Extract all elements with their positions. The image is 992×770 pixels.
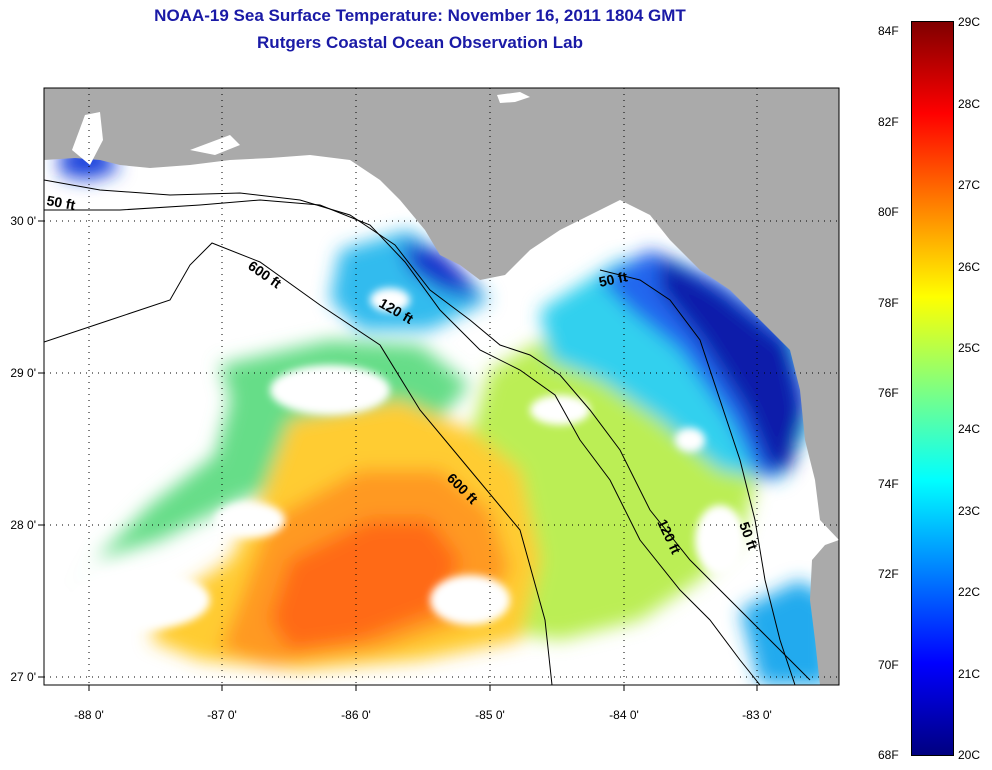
colorbar-f-label: 84F (878, 24, 899, 38)
colorbar-c-label: 24C (958, 422, 981, 436)
land-mass-south (810, 540, 839, 685)
lat-tick-label: 27 0' (10, 670, 36, 684)
colorbar-c-label: 26C (958, 260, 981, 274)
lat-tick-label: 28 0' (10, 518, 36, 532)
colorbar-f-label: 78F (878, 296, 899, 310)
colorbar-c-label: 29C (958, 15, 981, 29)
colorbar-f-label: 76F (878, 386, 899, 400)
lon-tick-label: -83 0' (742, 708, 772, 722)
lat-tick-label: 29 0' (10, 366, 36, 380)
contour-label: 50 ft (597, 268, 629, 290)
colorbar-f-label: 80F (878, 205, 899, 219)
plot-frame (43, 87, 840, 686)
tick-marks (38, 220, 758, 691)
lon-tick-label: -86 0' (341, 708, 371, 722)
lat-lon-grid (44, 88, 839, 685)
colorbar-f-label: 70F (878, 658, 899, 672)
lon-tick-label: -84 0' (609, 708, 639, 722)
bathymetry-contours (44, 179, 811, 685)
colorbar-c-label: 25C (958, 341, 981, 355)
colorbar-f-label: 82F (878, 115, 899, 129)
colorbar-c-label: 28C (958, 97, 981, 111)
colorbar-f-label: 74F (878, 477, 899, 491)
colorbar-c-label: 27C (958, 178, 981, 192)
colorbar-f-label: 72F (878, 567, 899, 581)
lon-tick-label: -88 0' (74, 708, 104, 722)
lon-tick-label: -85 0' (475, 708, 505, 722)
colorbar-c-label: 23C (958, 504, 981, 518)
temperature-colorbar (911, 21, 954, 756)
map-subtitle: Rutgers Coastal Ocean Observation Lab (257, 33, 583, 52)
contour-label: 50 ft (45, 192, 76, 213)
lat-tick-label: 30 0' (10, 214, 36, 228)
colorbar-c-label: 20C (958, 748, 981, 762)
lon-tick-label: -87 0' (207, 708, 237, 722)
colorbar-f-label: 68F (878, 748, 899, 762)
land-mass (44, 88, 839, 540)
colorbar-c-label: 21C (958, 667, 981, 681)
cloud-patches (70, 288, 745, 630)
colorbar-c-label: 22C (958, 585, 981, 599)
map-title: NOAA-19 Sea Surface Temperature: Novembe… (154, 6, 686, 25)
